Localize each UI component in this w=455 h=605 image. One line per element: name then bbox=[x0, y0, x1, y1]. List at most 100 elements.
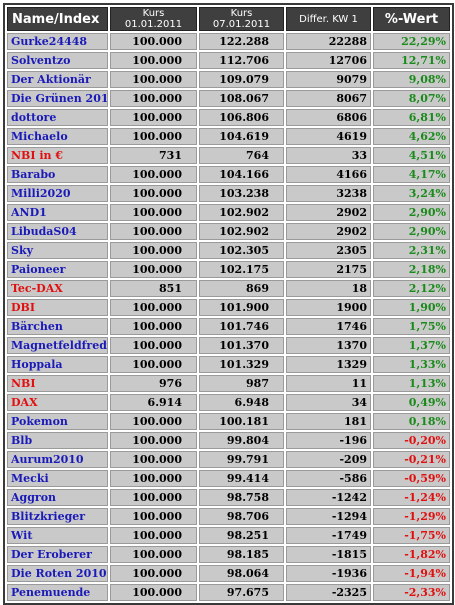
row-kurs-end: 102.175 bbox=[199, 261, 284, 278]
row-kurs-end: 112.706 bbox=[199, 52, 284, 69]
row-difference: 4619 bbox=[286, 128, 371, 145]
row-kurs-end: 97.675 bbox=[199, 584, 284, 601]
row-percent: -1,29% bbox=[373, 508, 450, 525]
table-row: Die Roten 2010 100.000 98.064 -1936 -1,94% bbox=[7, 565, 450, 582]
row-kurs-end: 99.791 bbox=[199, 451, 284, 468]
row-name: Michaelo bbox=[7, 128, 108, 145]
row-difference: 1746 bbox=[286, 318, 371, 335]
row-name: Paioneer bbox=[7, 261, 108, 278]
row-name: DBI bbox=[7, 299, 108, 316]
header-percent: %-Wert bbox=[373, 7, 450, 31]
ranking-table-container: Name/Index Kurs 01.01.2011 Kurs 07.01.20… bbox=[3, 3, 454, 605]
row-kurs-end: 99.804 bbox=[199, 432, 284, 449]
row-kurs-start: 100.000 bbox=[110, 52, 197, 69]
row-kurs-start: 100.000 bbox=[110, 109, 197, 126]
row-kurs-start: 100.000 bbox=[110, 71, 197, 88]
row-difference: 6806 bbox=[286, 109, 371, 126]
row-name: Penemuende bbox=[7, 584, 108, 601]
row-name: Mecki bbox=[7, 470, 108, 487]
row-difference: 22288 bbox=[286, 33, 371, 50]
row-percent: -1,82% bbox=[373, 546, 450, 563]
row-percent: 9,08% bbox=[373, 71, 450, 88]
row-percent: 2,90% bbox=[373, 223, 450, 240]
row-kurs-end: 98.185 bbox=[199, 546, 284, 563]
row-name: Blb bbox=[7, 432, 108, 449]
row-percent: 1,37% bbox=[373, 337, 450, 354]
row-kurs-start: 100.000 bbox=[110, 318, 197, 335]
row-name: Magnetfeldfredy bbox=[7, 337, 108, 354]
ranking-table: Name/Index Kurs 01.01.2011 Kurs 07.01.20… bbox=[3, 3, 454, 605]
row-name: DAX bbox=[7, 394, 108, 411]
row-kurs-end: 101.329 bbox=[199, 356, 284, 373]
row-kurs-end: 102.902 bbox=[199, 204, 284, 221]
row-kurs-start: 731 bbox=[110, 147, 197, 164]
table-header-row: Name/Index Kurs 01.01.2011 Kurs 07.01.20… bbox=[7, 7, 450, 31]
table-row: Hoppala 100.000 101.329 1329 1,33% bbox=[7, 356, 450, 373]
row-kurs-end: 106.806 bbox=[199, 109, 284, 126]
row-kurs-start: 100.000 bbox=[110, 565, 197, 582]
row-name: LibudaS04 bbox=[7, 223, 108, 240]
table-row: Solventzo 100.000 112.706 12706 12,71% bbox=[7, 52, 450, 69]
row-kurs-start: 100.000 bbox=[110, 223, 197, 240]
header-kurs-start: Kurs 01.01.2011 bbox=[110, 7, 197, 31]
row-difference: 1329 bbox=[286, 356, 371, 373]
row-name: AND1 bbox=[7, 204, 108, 221]
row-percent: -1,24% bbox=[373, 489, 450, 506]
row-percent: 1,33% bbox=[373, 356, 450, 373]
table-row: AND1 100.000 102.902 2902 2,90% bbox=[7, 204, 450, 221]
row-kurs-end: 101.370 bbox=[199, 337, 284, 354]
table-body: Gurke24448 100.000 122.288 22288 22,29% Solve… bbox=[7, 33, 450, 601]
row-name: Tec-DAX bbox=[7, 280, 108, 297]
row-kurs-start: 851 bbox=[110, 280, 197, 297]
row-kurs-start: 100.000 bbox=[110, 432, 197, 449]
table-row: Blitzkrieger 100.000 98.706 -1294 -1,29% bbox=[7, 508, 450, 525]
row-name: Die Roten 2010 bbox=[7, 565, 108, 582]
row-kurs-end: 98.251 bbox=[199, 527, 284, 544]
row-kurs-end: 98.064 bbox=[199, 565, 284, 582]
row-kurs-start: 100.000 bbox=[110, 527, 197, 544]
table-row: Blb 100.000 99.804 -196 -0,20% bbox=[7, 432, 450, 449]
row-difference: -209 bbox=[286, 451, 371, 468]
table-row: Aggron 100.000 98.758 -1242 -1,24% bbox=[7, 489, 450, 506]
row-kurs-end: 98.706 bbox=[199, 508, 284, 525]
table-row: Die Grünen 2010 100.000 108.067 8067 8,07% bbox=[7, 90, 450, 107]
row-difference: 12706 bbox=[286, 52, 371, 69]
table-row: LibudaS04 100.000 102.902 2902 2,90% bbox=[7, 223, 450, 240]
row-difference: 34 bbox=[286, 394, 371, 411]
row-difference: 2305 bbox=[286, 242, 371, 259]
row-name: Barabo bbox=[7, 166, 108, 183]
header-kurs-end: Kurs 07.01.2011 bbox=[199, 7, 284, 31]
row-percent: 4,17% bbox=[373, 166, 450, 183]
row-percent: 1,13% bbox=[373, 375, 450, 392]
row-percent: -0,21% bbox=[373, 451, 450, 468]
table-row: Wit 100.000 98.251 -1749 -1,75% bbox=[7, 527, 450, 544]
row-difference: 8067 bbox=[286, 90, 371, 107]
row-name: Der Aktionär bbox=[7, 71, 108, 88]
row-percent: 8,07% bbox=[373, 90, 450, 107]
row-kurs-start: 6.914 bbox=[110, 394, 197, 411]
row-kurs-start: 100.000 bbox=[110, 90, 197, 107]
row-kurs-start: 100.000 bbox=[110, 204, 197, 221]
row-name: Milli2020 bbox=[7, 185, 108, 202]
row-difference: 9079 bbox=[286, 71, 371, 88]
row-percent: 3,24% bbox=[373, 185, 450, 202]
row-kurs-start: 100.000 bbox=[110, 185, 197, 202]
row-kurs-start: 100.000 bbox=[110, 489, 197, 506]
table-row: Sky 100.000 102.305 2305 2,31% bbox=[7, 242, 450, 259]
table-row: Paioneer 100.000 102.175 2175 2,18% bbox=[7, 261, 450, 278]
row-percent: 1,75% bbox=[373, 318, 450, 335]
row-difference: 4166 bbox=[286, 166, 371, 183]
row-name: Hoppala bbox=[7, 356, 108, 373]
row-kurs-start: 100.000 bbox=[110, 451, 197, 468]
row-name: Der Eroberer bbox=[7, 546, 108, 563]
row-kurs-end: 108.067 bbox=[199, 90, 284, 107]
row-kurs-end: 100.181 bbox=[199, 413, 284, 430]
table-row: NBI in €731 764 33 4,51% bbox=[7, 147, 450, 164]
table-row: Der Aktionär 100.000 109.079 9079 9,08% bbox=[7, 71, 450, 88]
row-difference: -1749 bbox=[286, 527, 371, 544]
table-row: Michaelo 100.000 104.619 4619 4,62% bbox=[7, 128, 450, 145]
row-difference: -1936 bbox=[286, 565, 371, 582]
row-name: Solventzo bbox=[7, 52, 108, 69]
row-percent: 4,62% bbox=[373, 128, 450, 145]
row-percent: 4,51% bbox=[373, 147, 450, 164]
